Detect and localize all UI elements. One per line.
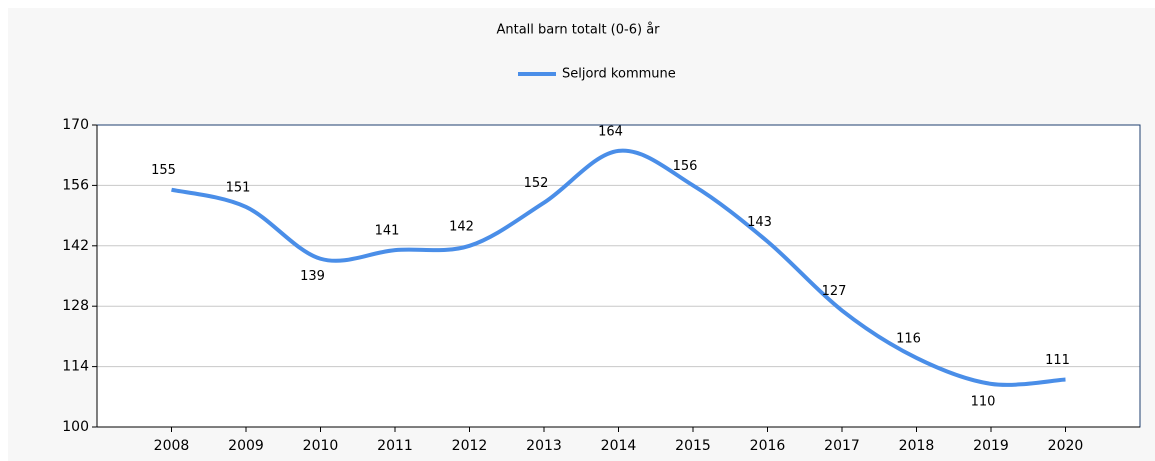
x-tick-label: 2020 xyxy=(1048,438,1084,454)
x-tick-label: 2018 xyxy=(899,438,935,454)
data-label: 111 xyxy=(1045,353,1070,368)
data-label: 164 xyxy=(598,124,623,139)
data-label: 142 xyxy=(449,219,474,234)
data-label: 116 xyxy=(896,331,921,346)
x-tick-label: 2014 xyxy=(601,438,637,454)
legend-label: Seljord kommune xyxy=(562,67,676,82)
x-tick-label: 2012 xyxy=(452,438,488,454)
y-tick-label: 156 xyxy=(62,177,89,193)
x-tick-label: 2019 xyxy=(973,438,1009,454)
y-tick-label: 114 xyxy=(62,359,89,375)
x-tick-label: 2013 xyxy=(526,438,562,454)
chart-title: Antall barn totalt (0-6) år xyxy=(496,23,660,38)
series-line xyxy=(171,148,1066,387)
data-label: 139 xyxy=(300,269,325,284)
x-tick-label: 2015 xyxy=(675,438,711,454)
data-label: 155 xyxy=(151,163,176,178)
data-label: 151 xyxy=(226,180,251,195)
x-tick-label: 2016 xyxy=(750,438,786,454)
data-label: 143 xyxy=(747,215,772,230)
data-label: 127 xyxy=(822,284,847,299)
x-tick-label: 2008 xyxy=(154,438,190,454)
y-tick-label: 128 xyxy=(62,298,89,314)
x-tick-label: 2017 xyxy=(824,438,860,454)
y-tick-label: 142 xyxy=(62,238,89,254)
y-tick-label: 170 xyxy=(62,117,89,133)
y-tick-label: 100 xyxy=(62,419,89,435)
data-label: 141 xyxy=(375,224,400,239)
data-label: 152 xyxy=(524,176,549,191)
x-tick-label: 2011 xyxy=(377,438,413,454)
x-tick-label: 2009 xyxy=(228,438,264,454)
data-label: 110 xyxy=(971,394,996,409)
data-label: 156 xyxy=(673,159,698,174)
x-tick-label: 2010 xyxy=(303,438,339,454)
